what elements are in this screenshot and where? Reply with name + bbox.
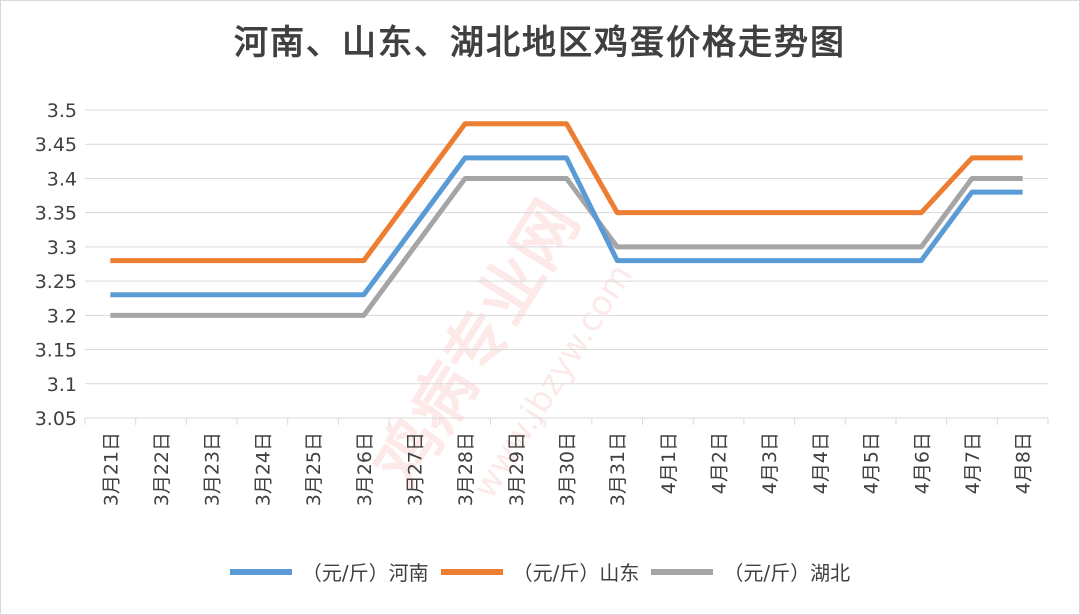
x-tick-label: 4月1日 <box>658 432 680 494</box>
x-tick-label: 4月2日 <box>709 432 731 494</box>
x-tick-label: 3月23日 <box>202 432 224 506</box>
x-tick-label: 3月28日 <box>455 432 477 506</box>
legend-item-hubei: （元/斤）湖北 <box>651 557 850 586</box>
legend-label: （元/斤）河南 <box>301 561 429 585</box>
x-tick-label: 4月8日 <box>1013 432 1035 494</box>
y-tick-label: 3.35 <box>35 203 77 225</box>
x-tick-label: 3月24日 <box>252 432 274 506</box>
x-tick-label: 4月7日 <box>962 432 984 494</box>
x-tick-label: 3月21日 <box>100 432 122 506</box>
y-tick-label: 3.45 <box>35 134 77 156</box>
y-tick-label: 3.5 <box>47 100 77 122</box>
x-tick-label: 3月31日 <box>607 432 629 506</box>
y-tick-label: 3.3 <box>47 237 77 259</box>
legend-label: （元/斤）湖北 <box>723 561 851 585</box>
x-tick-label: 3月29日 <box>506 432 528 506</box>
legend-item-shandong: （元/斤）山东 <box>440 557 640 586</box>
y-tick-label: 3.15 <box>35 340 77 362</box>
x-tick-label: 3月22日 <box>151 432 173 506</box>
series-line-hubei <box>110 175 1023 318</box>
legend-swatch <box>651 568 714 575</box>
y-tick-label: 3.1 <box>47 374 77 396</box>
legend: （元/斤）河南 （元/斤）山东 （元/斤）湖北 <box>1 557 1079 586</box>
y-tick-label: 3.25 <box>35 271 77 293</box>
x-tick-label: 3月26日 <box>354 432 376 506</box>
y-tick-label: 3.05 <box>35 408 77 430</box>
x-tick-label: 4月3日 <box>759 432 781 494</box>
legend-swatch <box>440 568 503 575</box>
legend-label: （元/斤）山东 <box>512 561 640 585</box>
chart-title: 河南、山东、湖北地区鸡蛋价格走势图 <box>234 23 846 63</box>
series-line-henan <box>110 155 1023 298</box>
x-tick-label: 4月4日 <box>810 432 832 494</box>
x-tick-label: 3月27日 <box>404 432 426 506</box>
legend-swatch <box>229 568 292 575</box>
y-tick-label: 3.4 <box>47 168 77 190</box>
x-tick-label: 3月25日 <box>303 432 325 506</box>
x-tick-label: 4月6日 <box>911 432 933 494</box>
x-tick-label: 3月30日 <box>557 432 579 506</box>
series-line-shandong <box>110 121 1023 264</box>
x-tick-label: 4月5日 <box>861 432 883 494</box>
legend-item-henan: （元/斤）河南 <box>229 557 429 586</box>
y-tick-label: 3.2 <box>47 305 77 327</box>
